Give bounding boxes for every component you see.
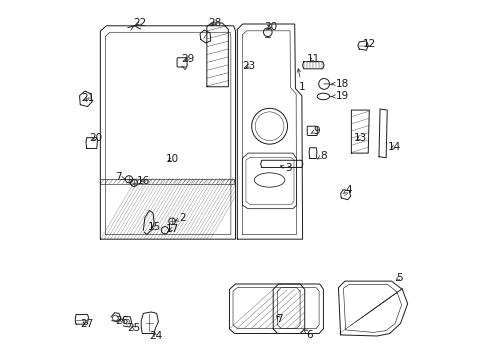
Text: 16: 16 [137,176,150,186]
Text: 6: 6 [303,329,312,340]
Text: 10: 10 [165,154,178,164]
Text: 28: 28 [208,18,221,28]
Text: 21: 21 [81,93,94,103]
Text: 14: 14 [386,141,400,152]
Text: 7: 7 [115,172,124,182]
Text: 11: 11 [306,54,319,64]
Text: 15: 15 [147,222,161,232]
Text: 1: 1 [297,69,305,93]
Text: 27: 27 [80,319,93,329]
Text: 5: 5 [395,273,402,283]
Text: 20: 20 [89,133,102,143]
Text: 19: 19 [331,91,348,102]
Text: 8: 8 [317,150,326,161]
Text: 29: 29 [181,54,194,64]
Text: 22: 22 [133,18,146,28]
Text: 7: 7 [276,314,283,324]
Text: 26: 26 [115,316,128,325]
Text: 2: 2 [175,213,186,223]
Text: 24: 24 [149,330,162,341]
Text: 9: 9 [310,126,320,135]
Text: 13: 13 [353,133,366,143]
Text: 12: 12 [362,40,375,49]
Text: 25: 25 [127,323,141,333]
Text: 4: 4 [343,185,352,195]
Text: 18: 18 [331,79,348,89]
Text: 23: 23 [242,61,255,71]
Text: 30: 30 [263,22,276,32]
Text: 3: 3 [280,163,291,173]
Text: 17: 17 [165,224,178,234]
